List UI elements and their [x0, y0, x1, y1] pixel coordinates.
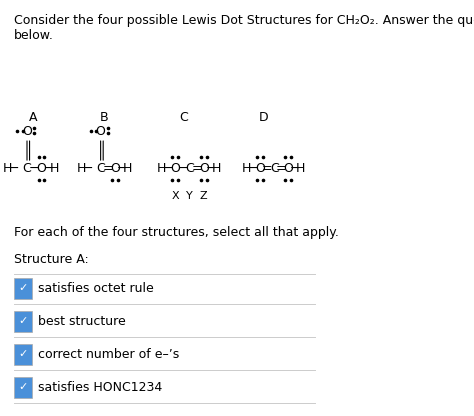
- Text: =: =: [262, 162, 273, 175]
- Text: X: X: [172, 191, 179, 201]
- Text: −: −: [178, 162, 189, 175]
- Text: Structure A:: Structure A:: [14, 253, 89, 266]
- Text: B: B: [100, 111, 108, 124]
- Text: ✓: ✓: [18, 283, 27, 293]
- Text: best structure: best structure: [38, 315, 126, 328]
- Text: O: O: [199, 162, 209, 175]
- Text: O: O: [22, 125, 32, 138]
- Text: H: H: [77, 162, 86, 175]
- Text: H: H: [3, 162, 12, 175]
- Text: −: −: [247, 162, 258, 175]
- Text: O: O: [96, 125, 106, 138]
- Text: C: C: [270, 162, 279, 175]
- Text: H: H: [157, 162, 166, 175]
- Text: A: A: [29, 111, 37, 124]
- Text: Z: Z: [200, 191, 208, 201]
- Text: For each of the four structures, select all that apply.: For each of the four structures, select …: [14, 226, 339, 239]
- FancyBboxPatch shape: [14, 377, 32, 398]
- Text: −: −: [9, 162, 19, 175]
- Text: H: H: [296, 162, 305, 175]
- Text: O: O: [170, 162, 180, 175]
- Text: =: =: [191, 162, 202, 175]
- Text: −: −: [290, 162, 300, 175]
- Text: H: H: [242, 162, 251, 175]
- Text: C: C: [185, 162, 194, 175]
- Text: O: O: [110, 162, 120, 175]
- Text: Y: Y: [186, 191, 193, 201]
- FancyBboxPatch shape: [14, 344, 32, 365]
- Text: O: O: [36, 162, 46, 175]
- Text: H: H: [49, 162, 59, 175]
- Text: −: −: [82, 162, 93, 175]
- Text: =: =: [275, 162, 286, 175]
- Text: H: H: [212, 162, 221, 175]
- Text: H: H: [123, 162, 133, 175]
- Text: D: D: [259, 111, 269, 124]
- Text: O: O: [283, 162, 293, 175]
- Text: C: C: [180, 111, 188, 124]
- Text: satisfies octet rule: satisfies octet rule: [38, 282, 154, 295]
- Text: ✓: ✓: [18, 349, 27, 359]
- Text: −: −: [163, 162, 173, 175]
- Text: −: −: [44, 162, 54, 175]
- Text: C: C: [23, 162, 31, 175]
- Text: Consider the four possible Lewis Dot Structures for CH₂O₂. Answer the questions
: Consider the four possible Lewis Dot Str…: [14, 14, 474, 42]
- FancyBboxPatch shape: [14, 278, 32, 299]
- Text: C: C: [96, 162, 105, 175]
- FancyBboxPatch shape: [14, 311, 32, 332]
- Text: −: −: [29, 162, 39, 175]
- Text: satisfies HONC1234: satisfies HONC1234: [38, 381, 163, 394]
- Text: −: −: [117, 162, 128, 175]
- Text: =: =: [103, 162, 113, 175]
- Text: ✓: ✓: [18, 316, 27, 326]
- Text: O: O: [255, 162, 264, 175]
- Text: ✓: ✓: [18, 382, 27, 392]
- Text: −: −: [206, 162, 216, 175]
- Text: correct number of e–’s: correct number of e–’s: [38, 348, 180, 361]
